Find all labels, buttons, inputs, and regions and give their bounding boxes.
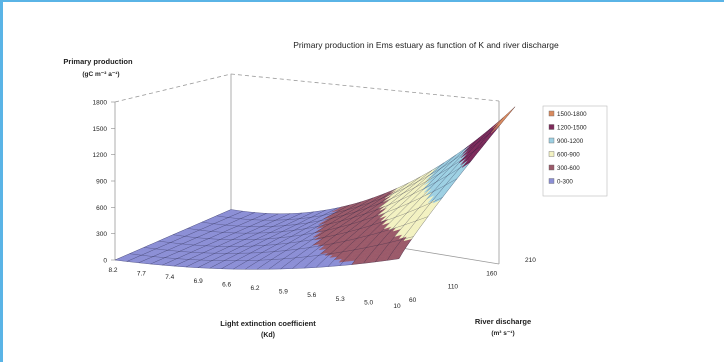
x-tick-label: 7.7 [137,271,146,278]
x-axis-unit: (Kd) [261,332,275,339]
mesh-line-y [143,216,429,254]
mesh-line-x [375,127,492,263]
legend-swatch [548,110,555,117]
z-tick-label: 1500 [93,126,108,133]
surface-bands [114,106,516,270]
y-tick-label: 60 [409,297,417,304]
mesh-line-x [138,212,255,264]
mesh-line-x [304,176,421,269]
mesh-line-x [114,209,232,261]
z-axis-unit: (gC m⁻² a⁻¹) [82,71,119,78]
mesh-line-y [187,160,472,234]
mesh-line-x [185,212,303,268]
x-tick-label: 8.2 [108,267,117,274]
mesh-line-x [245,201,362,270]
mesh-line-x [292,182,409,269]
mesh-line-x [268,193,385,270]
legend: 1500-1800 1200-1500 900-1200 600-900 300-600… [542,105,608,197]
legend-swatch [548,151,555,157]
mesh-line-x [316,169,433,268]
x-tick-label: 10 [393,303,401,310]
x-tick-label: 5.9 [279,289,288,296]
mesh-line-y [216,124,501,221]
mesh-line-x [256,197,374,270]
x-tick-labels: 8.2 7.7 7.4 6.9 6.6 6.2 5.9 5.6 5.3 5.0 10 [108,267,401,310]
y-tick-label: 110 [448,284,459,291]
x-tick-label: 6.2 [250,285,259,292]
x-tick-label: 5.0 [364,299,373,306]
x-tick-label: 6.6 [222,281,231,288]
x-tick-label: 6.9 [194,278,203,285]
z-tick-label: 0 [103,258,107,265]
mesh-line-x [386,117,504,261]
mesh-line-y [172,178,458,241]
legend-label: 300-600 [557,165,580,172]
mesh-line-y [129,236,414,261]
y-axis-label: River discharge [475,317,531,326]
z-tick-label: 900 [96,179,107,186]
mesh-line-x [327,162,445,267]
legend-swatch [548,164,555,171]
surface-mesh-lines [114,106,516,270]
x-tick-label: 5.3 [336,296,345,303]
surface-chart: 0 300 600 900 1200 1500 1800 8.2 7.7 7.4 6.9 6.6 6.… [63,40,608,339]
y-axis-unit: (m³ s⁻¹) [491,330,514,337]
mesh-line-x [363,137,480,264]
legend-swatch [548,137,555,144]
legend-label: 600-900 [557,152,580,159]
mesh-line-x [150,213,267,265]
z-tick-label: 300 [96,231,107,238]
mesh-line-x [209,209,326,269]
mesh-line-x [351,146,468,265]
mesh-line-x [233,204,350,270]
z-tick-label: 1200 [93,152,108,159]
mesh-line-y [158,197,443,247]
back-top-edge-right [230,73,500,102]
mesh-line-x [197,211,314,268]
legend-label: 1200-1500 [557,125,587,132]
mesh-line-y [230,106,516,215]
mesh-line-x [280,188,397,270]
z-axis-label: Primary production [63,57,133,66]
chart-title: Primary production in Ems estuary as fun… [293,40,559,50]
mesh-line-x [221,207,338,269]
legend-label: 900-1200 [557,138,584,145]
x-axis-label: Light extinction coefficient [220,319,316,328]
z-tick-label: 1800 [93,100,108,107]
legend-label: 1500-1800 [557,111,587,118]
mesh-line-y [114,258,400,270]
mesh-line-x [398,106,516,259]
mesh-line-x [339,154,456,266]
back-top-edge-left [114,73,232,103]
legend-label: 0-300 [557,179,573,186]
mesh-line-x [174,213,291,267]
mesh-line-y [201,142,487,227]
y-tick-label: 160 [486,270,497,277]
legend-swatch [548,124,555,130]
mesh-line-x [126,210,243,262]
z-tick-labels: 0 300 600 900 1200 1500 1800 [93,100,115,265]
x-tick-label: 5.6 [307,292,316,299]
legend-swatch [548,178,555,184]
y-tick-labels: 60 110 160 210 [409,257,536,304]
mesh-line-x [162,213,279,266]
y-tick-label: 210 [525,257,536,264]
z-tick-label: 600 [96,205,107,212]
x-tick-label: 7.4 [165,274,174,281]
